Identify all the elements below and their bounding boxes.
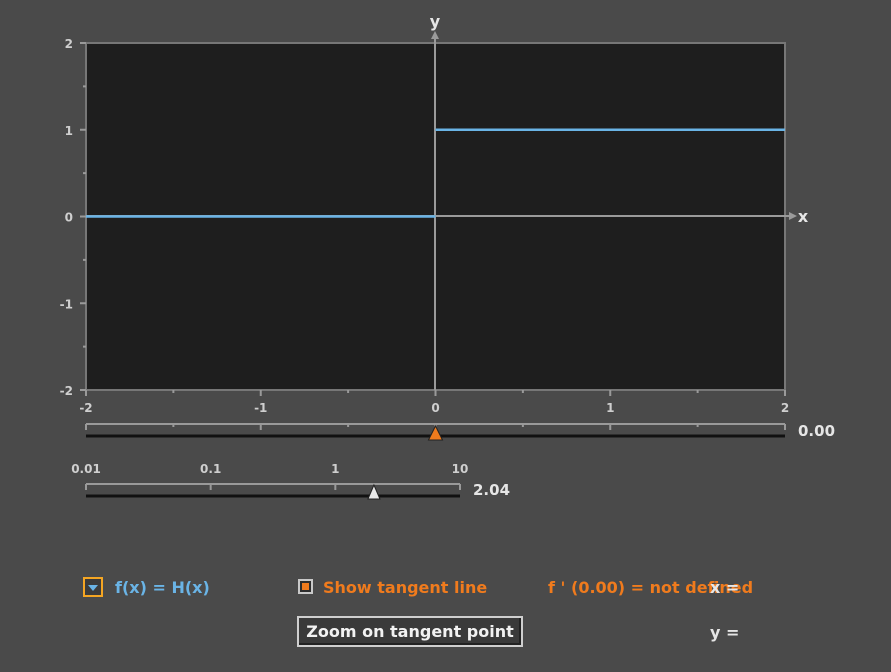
zoom-tick-label: 0.1 xyxy=(200,462,221,476)
y-axis-arrow xyxy=(431,31,439,39)
show-tangent-label[interactable]: Show tangent line xyxy=(323,578,488,597)
y-tick-label: -1 xyxy=(60,297,73,311)
y-tick-label: 2 xyxy=(65,37,73,51)
x-axis-label: x xyxy=(798,207,809,226)
y-tick-label: 0 xyxy=(65,211,73,225)
function-curve xyxy=(86,128,785,218)
x-tick-label: 1 xyxy=(606,401,614,415)
show-tangent-checkbox[interactable] xyxy=(298,579,313,594)
derivative-readout: f ' (0.00) = not defined xyxy=(548,578,754,597)
x-tick-label: 2 xyxy=(781,401,789,415)
function-label: f(x) = H(x) xyxy=(115,578,210,597)
checkbox-check-icon xyxy=(302,583,309,590)
x-tick-label: -1 xyxy=(254,401,267,415)
x-axis-ticks: -2 -1 0 1 2 xyxy=(79,390,789,415)
x-tick-label: -2 xyxy=(79,401,92,415)
x-eq-label: x = xyxy=(710,578,740,597)
y-tick-label: -2 xyxy=(60,384,73,398)
x-slider-thumb[interactable] xyxy=(427,424,444,441)
y-tick-label: 1 xyxy=(65,124,73,138)
y-axis-label: y xyxy=(430,12,441,31)
function-dropdown[interactable] xyxy=(83,577,103,597)
zoom-tick-label: 1 xyxy=(331,462,339,476)
x-axis-arrow xyxy=(789,212,797,220)
y-eq-label: y = xyxy=(710,623,740,642)
zoom-tick-label: 0.01 xyxy=(71,462,101,476)
zoom-tangent-button[interactable]: Zoom on tangent point xyxy=(297,616,523,647)
y-axis-ticks: 2 1 0 -1 -2 xyxy=(60,37,86,398)
zoom-slider-ticks: 0.01 0.1 1 10 xyxy=(71,462,468,490)
zoom-tick-label: 10 xyxy=(452,462,469,476)
x-slider-value: 0.00 xyxy=(798,422,835,440)
zoom-slider-thumb[interactable] xyxy=(367,483,381,500)
zoom-slider-value: 2.04 xyxy=(473,481,510,499)
x-tick-label: 0 xyxy=(431,401,439,415)
chevron-down-icon xyxy=(88,585,98,591)
